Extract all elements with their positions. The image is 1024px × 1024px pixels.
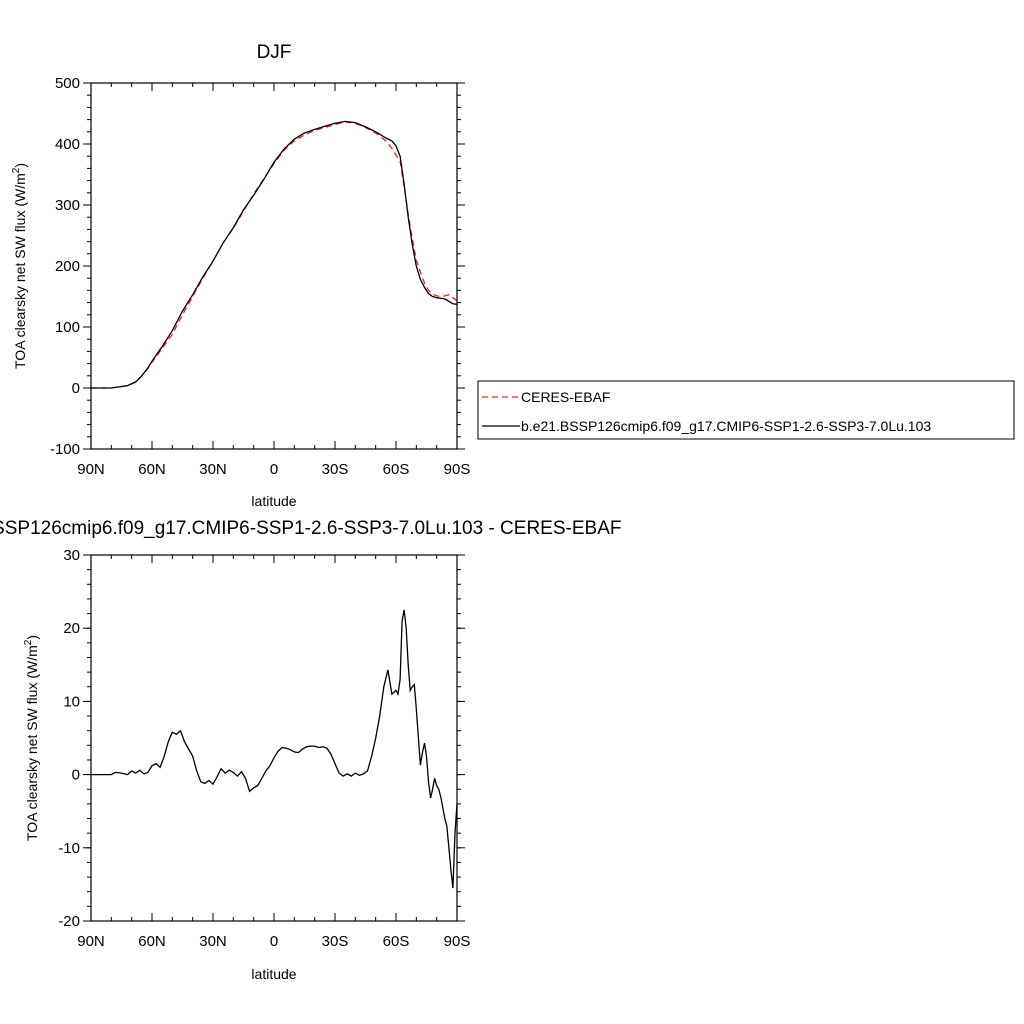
chart-difference: b.e21.BSSP126cmip6.f09_g17.CMIP6-SSP1-2.… <box>0 518 621 982</box>
legend-label-ceres: CERES-EBAF <box>521 389 610 405</box>
plot-frame <box>90 82 458 450</box>
x-tick-label: 90N <box>77 933 105 950</box>
axis-ticks: 90N 60N 30N 0 30S 60S 90S -100 0 100 200 300 400 500 <box>50 75 470 478</box>
legend-box <box>477 380 1015 440</box>
y-tick-label: 0 <box>72 767 80 784</box>
x-tick-label: 60N <box>138 933 166 950</box>
x-tick-label: 0 <box>270 933 278 950</box>
y-tick-label: 200 <box>55 258 80 275</box>
y-tick-label: 500 <box>55 75 80 92</box>
legend: CERES-EBAF b.e21.BSSP126cmip6.f09_g17.CM… <box>477 380 1015 440</box>
y-axis-label: TOA clearsky net SW flux (W/m2) <box>11 163 28 369</box>
chart-djf: DJF 90N 60N 30N 0 30S 60S 90S -100 0 100 200 300 400… <box>11 42 1015 509</box>
chart-title: DJF <box>257 42 292 63</box>
x-tick-label: 90N <box>77 461 105 478</box>
y-tick-label: 30 <box>63 547 80 564</box>
series-group <box>91 120 458 389</box>
x-tick-label: 60S <box>383 933 410 950</box>
y-tick-label: -100 <box>50 441 80 458</box>
axis-ticks: 90N 60N 30N 0 30S 60S 90S -20 -10 0 10 20 30 <box>58 547 470 950</box>
x-axis-label: latitude <box>251 493 296 509</box>
x-tick-label: 30S <box>322 933 349 950</box>
y-tick-label: 20 <box>63 620 80 637</box>
series-line-0 <box>91 609 458 889</box>
plot-frame <box>90 554 458 922</box>
x-tick-label: 30N <box>199 933 227 950</box>
chart-title: b.e21.BSSP126cmip6.f09_g17.CMIP6-SSP1-2.… <box>0 518 621 539</box>
x-tick-label: 60S <box>383 461 410 478</box>
x-tick-label: 0 <box>270 461 278 478</box>
y-tick-label: -20 <box>58 913 80 930</box>
x-tick-label: 60N <box>138 461 166 478</box>
x-tick-label: 30N <box>199 461 227 478</box>
x-tick-label: 90S <box>444 461 471 478</box>
series-line-0 <box>91 121 458 389</box>
x-axis-label: latitude <box>251 966 296 982</box>
x-tick-label: 90S <box>444 933 471 950</box>
y-tick-label: -10 <box>58 840 80 857</box>
y-tick-label: 400 <box>55 136 80 153</box>
series-line-1 <box>91 120 458 389</box>
y-tick-label: 0 <box>72 380 80 397</box>
y-axis-label: TOA clearsky net SW flux (W/m2) <box>23 635 40 841</box>
legend-label-model: b.e21.BSSP126cmip6.f09_g17.CMIP6-SSP1-2.… <box>521 418 931 434</box>
y-tick-label: 100 <box>55 319 80 336</box>
y-tick-label: 300 <box>55 197 80 214</box>
series-group <box>91 609 458 889</box>
x-tick-label: 30S <box>322 461 349 478</box>
y-tick-label: 10 <box>63 693 80 710</box>
